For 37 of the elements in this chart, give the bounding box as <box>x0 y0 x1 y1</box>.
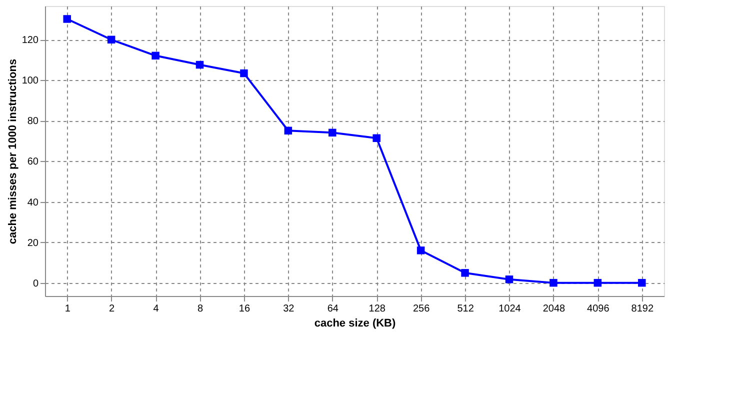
point <box>328 128 336 137</box>
x-tick-label: 2 <box>109 304 116 314</box>
point <box>505 276 514 284</box>
y-tick-label: 40 <box>27 197 39 208</box>
y-tick-label: 60 <box>27 156 39 168</box>
point <box>416 246 425 254</box>
y-tick-label: 120 <box>22 35 39 46</box>
x-tick-label: 4 <box>153 304 160 314</box>
x-tick-label: 512 <box>457 304 474 314</box>
y-tick-label: 0 <box>32 278 39 290</box>
x-axis-title: cache size (KB) <box>314 318 396 330</box>
x-tick-label: 2048 <box>542 304 566 314</box>
point <box>638 278 646 287</box>
x-tick-label: 64 <box>327 304 339 314</box>
point <box>107 36 116 44</box>
point <box>550 278 558 287</box>
point <box>240 69 248 78</box>
x-tick-label: 128 <box>368 304 386 314</box>
y-tick-label: 100 <box>22 76 39 87</box>
point <box>372 134 380 142</box>
x-tick-label: 1 <box>64 304 71 314</box>
y-tick-label: 80 <box>27 116 39 128</box>
y-axis-title: cache misses per 1000 instructions <box>6 58 19 244</box>
point <box>594 278 602 287</box>
y-tick-label: 20 <box>27 238 39 249</box>
point <box>284 126 292 135</box>
x-tick-label: 8 <box>197 304 204 314</box>
point <box>63 15 71 23</box>
x-tick-label: 8192 <box>631 304 654 314</box>
x-tick-label: 16 <box>238 304 250 314</box>
point <box>461 269 469 277</box>
point <box>152 52 160 60</box>
x-tick-label: 32 <box>283 304 295 314</box>
x-tick-label: 4096 <box>587 304 610 314</box>
x-tick-label: 256 <box>412 304 430 314</box>
x-tick-label: 1024 <box>498 304 522 314</box>
point <box>196 60 204 69</box>
